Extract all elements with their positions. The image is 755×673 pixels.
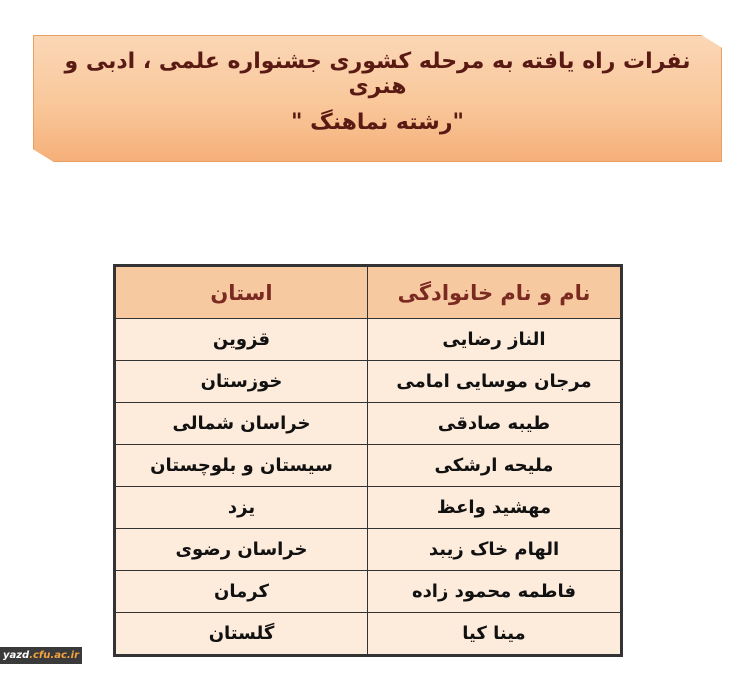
table-row: مینا کیا گلستان [114,612,622,656]
cell-name: الهام خاک زیبد [367,528,622,571]
cell-province: کرمان [114,570,368,613]
title-banner: نفرات راه یافته به مرحله کشوری جشنواره ع… [33,35,722,162]
cell-province: قزوین [114,318,368,361]
table-header-row: نام و نام خانوادگی استان [114,265,622,319]
cell-province: خراسان رضوی [114,528,368,571]
watermark-logo: yazd.cfu.ac.ir [0,647,82,664]
cell-name: طیبه صادقی [367,402,622,445]
cell-province: خراسان شمالی [114,402,368,445]
cell-name: مرجان موسایی امامی [367,360,622,403]
cell-name: الناز رضایی [367,318,622,361]
cell-name: مهشید واعظ [367,486,622,529]
cell-province: خوزستان [114,360,368,403]
table-row: الناز رضایی قزوین [114,318,622,361]
table-row: طیبه صادقی خراسان شمالی [114,402,622,445]
header-province: استان [114,265,368,319]
cell-province: یزد [114,486,368,529]
title-line-2: "رشته نماهنگ " [291,110,464,135]
results-table: نام و نام خانوادگی استان الناز رضایی قزوی… [113,264,623,657]
watermark-part-2: .cfu.ac.ir [29,650,80,661]
cell-name: فاطمه محمود زاده [367,570,622,613]
table-row: فاطمه محمود زاده کرمان [114,570,622,613]
title-line-1: نفرات راه یافته به مرحله کشوری جشنواره ع… [64,49,691,99]
cell-name: ملیحه ارشکی [367,444,622,487]
table-row: مرجان موسایی امامی خوزستان [114,360,622,403]
cell-province: گلستان [114,612,368,656]
header-name: نام و نام خانوادگی [367,265,622,319]
cell-province: سیستان و بلوچستان [114,444,368,487]
watermark-part-1: yazd [2,650,30,661]
table-row: ملیحه ارشکی سیستان و بلوچستان [114,444,622,487]
table-row: الهام خاک زیبد خراسان رضوی [114,528,622,571]
cell-name: مینا کیا [367,612,622,656]
table-row: مهشید واعظ یزد [114,486,622,529]
